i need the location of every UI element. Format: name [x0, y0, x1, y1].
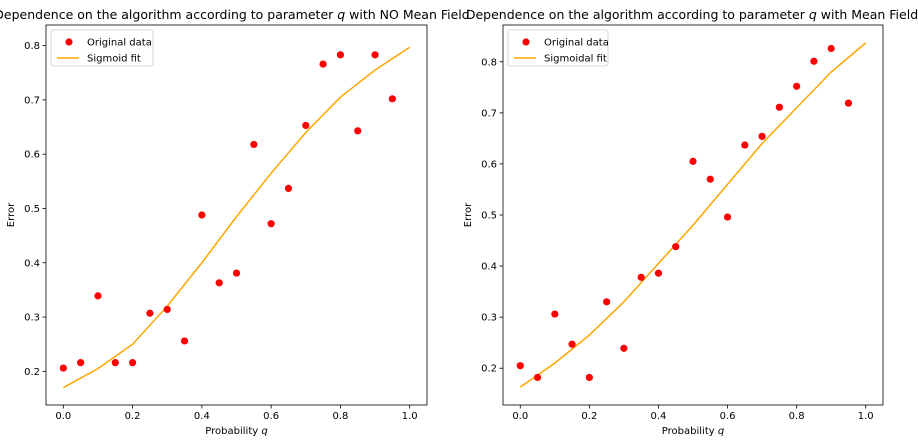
legend-box	[50, 29, 154, 67]
data-point	[620, 344, 628, 352]
data-point	[215, 279, 223, 287]
x-tick-label: 0.6	[720, 411, 736, 422]
data-point	[723, 213, 732, 221]
data-point	[146, 309, 154, 317]
data-point	[371, 51, 379, 59]
data-point	[758, 132, 766, 140]
data-point	[232, 269, 241, 277]
data-point	[689, 157, 697, 165]
y-tick-label: 0.5	[481, 211, 497, 222]
data-point	[111, 359, 119, 367]
y-tick-label: 0.2	[24, 367, 40, 378]
data-point	[793, 82, 801, 90]
y-axis-label: Error	[463, 202, 474, 227]
data-point	[706, 175, 714, 183]
y-tick-label: 0.6	[24, 150, 40, 161]
data-point	[388, 95, 396, 103]
legend-box	[507, 29, 609, 67]
series-line-fit	[62, 46, 411, 389]
x-tick-label: 0.8	[332, 411, 348, 422]
x-axis-label: Probability q	[205, 426, 267, 437]
plot-frame	[45, 24, 428, 406]
data-point	[128, 359, 137, 367]
plot-frame	[502, 24, 884, 406]
x-tick-label: 0.8	[789, 411, 805, 422]
data-point	[163, 305, 171, 314]
y-tick-label: 0.4	[24, 258, 40, 269]
y-tick-label: 0.7	[481, 108, 497, 119]
data-point	[568, 340, 576, 348]
x-tick-label: 0.2	[125, 411, 141, 422]
data-point	[551, 310, 559, 318]
data-point	[827, 44, 835, 53]
x-tick-label: 0.4	[194, 411, 210, 422]
y-tick-label: 0.3	[24, 313, 40, 324]
data-point	[654, 269, 663, 277]
x-tick-label: 0.6	[263, 411, 279, 422]
chart-title: Dependence on the algorithm according to…	[0, 7, 470, 22]
legend: Original data Sigmoid fit	[50, 29, 154, 67]
x-axis-label: Probability q	[662, 426, 724, 437]
data-point	[637, 273, 645, 281]
data-point	[267, 220, 275, 228]
data-point	[844, 99, 853, 107]
series-line-fit	[519, 42, 867, 388]
data-point	[180, 337, 189, 345]
y-tick-label: 0.4	[481, 262, 497, 273]
y-tick-label: 0.5	[24, 204, 40, 215]
data-point	[284, 184, 293, 192]
x-tick-label: 0.2	[581, 411, 597, 422]
data-point	[354, 127, 362, 135]
x-tick-label: 1.0	[858, 411, 874, 422]
data-point	[516, 362, 524, 370]
legend: Original data Sigmoidal fit	[507, 29, 609, 67]
data-point	[775, 103, 783, 111]
y-tick-label: 0.3	[481, 313, 497, 324]
data-point	[77, 359, 85, 367]
y-tick-label: 0.8	[481, 57, 497, 68]
data-point	[672, 243, 680, 251]
legend-label: Sigmoidal fit	[544, 54, 607, 65]
chart-title: Dependence on the algorithm according to…	[466, 7, 918, 22]
data-point	[741, 141, 749, 149]
data-point	[250, 140, 258, 149]
data-point	[59, 364, 67, 372]
y-axis-label: Error	[6, 202, 17, 227]
data-point	[336, 51, 345, 59]
x-tick-label: 0.0	[512, 411, 528, 422]
legend-marker-points	[522, 38, 530, 46]
data-point	[94, 292, 102, 300]
data-point	[585, 373, 593, 382]
data-point	[533, 373, 542, 382]
x-tick-label: 0.0	[55, 411, 71, 422]
data-point	[603, 298, 611, 306]
y-tick-label: 0.6	[481, 159, 497, 170]
legend-label: Original data	[87, 38, 152, 49]
y-tick-label: 0.2	[481, 364, 497, 375]
y-tick-label: 0.7	[24, 95, 40, 106]
legend-marker-points	[65, 38, 73, 46]
legend-label: Original data	[544, 38, 609, 49]
chart-panel-1: Dependence on the algorithm according to…	[0, 7, 470, 437]
y-tick-label: 0.8	[24, 41, 40, 52]
data-point	[198, 211, 206, 219]
x-tick-label: 1.0	[402, 411, 418, 422]
x-tick-label: 0.4	[651, 411, 667, 422]
data-point	[302, 121, 310, 130]
data-point	[319, 60, 327, 68]
data-point	[810, 57, 818, 65]
chart-panel-2: Dependence on the algorithm according to…	[463, 7, 918, 437]
legend-label: Sigmoid fit	[87, 54, 141, 65]
